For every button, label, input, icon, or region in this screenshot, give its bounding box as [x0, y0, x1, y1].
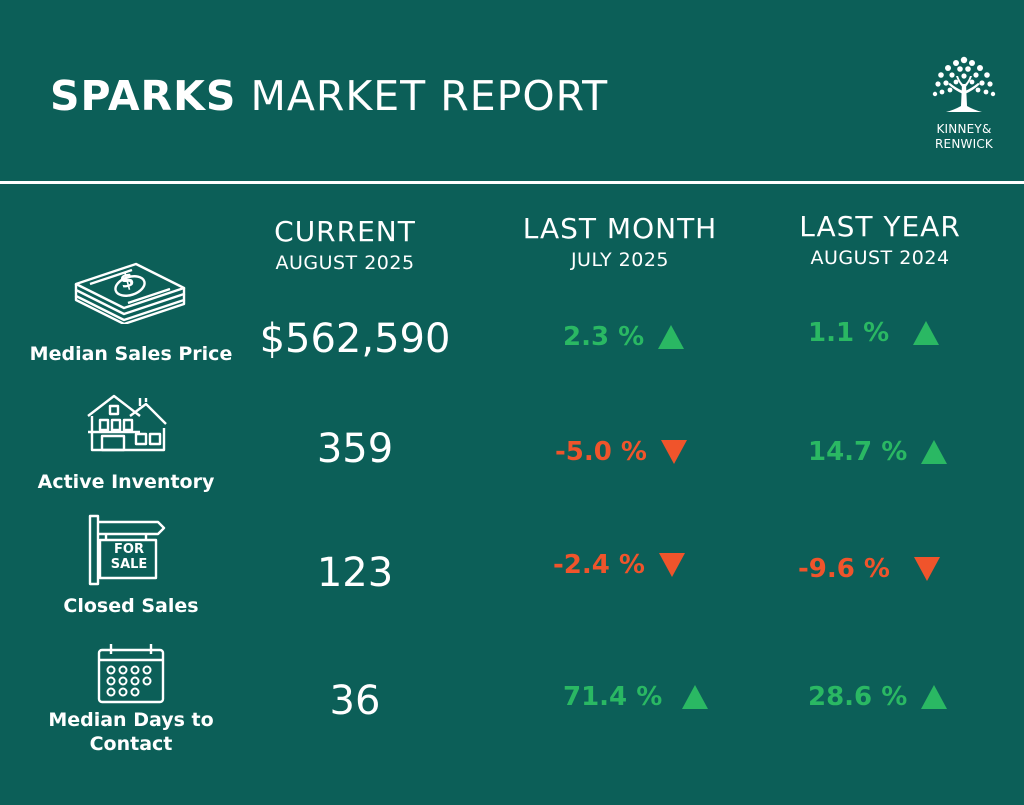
for-sale-text: FOR SALE: [102, 542, 156, 572]
brand-line-2: RENWICK: [935, 137, 993, 151]
column-title: LAST MONTH: [522, 212, 718, 245]
tree-icon: [932, 56, 996, 112]
down-arrow-icon: [658, 553, 685, 577]
last-month-closed-sales: -2.4 %: [553, 550, 685, 580]
last-year-closed-sales: -9.6 %: [798, 554, 940, 584]
money-stack-icon: $: [72, 262, 188, 328]
last-year-median-days-to-contact: 28.6 %: [808, 682, 948, 712]
change-value: 2.3 %: [563, 322, 645, 352]
brand-line-1: KINNEY&: [936, 122, 992, 136]
current-median-days-to-contact: 36: [329, 678, 381, 724]
last-year-median-sales-price: 1.1 %: [808, 318, 940, 348]
change-value: 14.7 %: [808, 437, 908, 467]
calendar-icon: [97, 642, 165, 708]
for-sale-line-1: FOR: [114, 542, 144, 557]
row-label-text-line-1: Median Days to: [48, 709, 214, 731]
report-title: SPARKS MARKET REPORT: [50, 72, 608, 120]
row-label-median-sales-price: Median Sales Price: [20, 342, 242, 366]
for-sale-line-2: SALE: [110, 557, 148, 572]
row-label-active-inventory: Active Inventory: [20, 470, 232, 494]
row-label-text: Closed Sales: [63, 595, 199, 617]
column-header-last-year: LAST YEAR AUGUST 2024: [775, 210, 985, 269]
column-header-current: CURRENT AUGUST 2025: [250, 215, 440, 274]
current-active-inventory: 359: [316, 426, 394, 472]
row-label-text: Active Inventory: [37, 471, 215, 493]
column-title: LAST YEAR: [799, 210, 961, 243]
current-median-sales-price: $562,590: [259, 316, 451, 362]
header-divider: [0, 181, 1024, 184]
row-label-closed-sales: Closed Sales: [20, 594, 242, 618]
column-subtitle: AUGUST 2025: [275, 252, 415, 274]
change-value: 71.4 %: [563, 682, 663, 712]
row-label-text: Median Sales Price: [29, 343, 233, 365]
change-value: -2.4 %: [553, 550, 645, 580]
change-value: -9.6 %: [798, 554, 890, 584]
down-arrow-icon: [660, 440, 687, 464]
up-arrow-icon: [658, 325, 685, 349]
title-rest: MARKET REPORT: [250, 72, 609, 120]
row-label-text-line-2: Contact: [89, 733, 173, 755]
last-month-active-inventory: -5.0 %: [555, 437, 687, 467]
up-arrow-icon: [913, 321, 940, 345]
change-value: 1.1 %: [808, 318, 890, 348]
brand-name: KINNEY& RENWICK: [924, 122, 1004, 152]
for-sale-sign-icon: FOR SALE: [88, 514, 168, 590]
last-month-median-days-to-contact: 71.4 %: [563, 682, 709, 712]
house-icon: [86, 392, 168, 458]
row-label-median-days-to-contact: Median Days to Contact: [20, 708, 242, 756]
title-city: SPARKS: [50, 72, 237, 120]
brand-logo: KINNEY& RENWICK: [924, 54, 1004, 164]
column-subtitle: JULY 2025: [570, 249, 670, 271]
last-month-median-sales-price: 2.3 %: [563, 322, 685, 352]
down-arrow-icon: [913, 557, 940, 581]
last-year-active-inventory: 14.7 %: [808, 437, 948, 467]
up-arrow-icon: [921, 440, 948, 464]
current-closed-sales: 123: [316, 550, 394, 596]
column-header-last-month: LAST MONTH JULY 2025: [505, 212, 735, 271]
column-subtitle: AUGUST 2024: [810, 247, 950, 269]
up-arrow-icon: [682, 685, 709, 709]
change-value: 28.6 %: [808, 682, 908, 712]
up-arrow-icon: [921, 685, 948, 709]
column-title: CURRENT: [274, 215, 416, 248]
change-value: -5.0 %: [555, 437, 647, 467]
